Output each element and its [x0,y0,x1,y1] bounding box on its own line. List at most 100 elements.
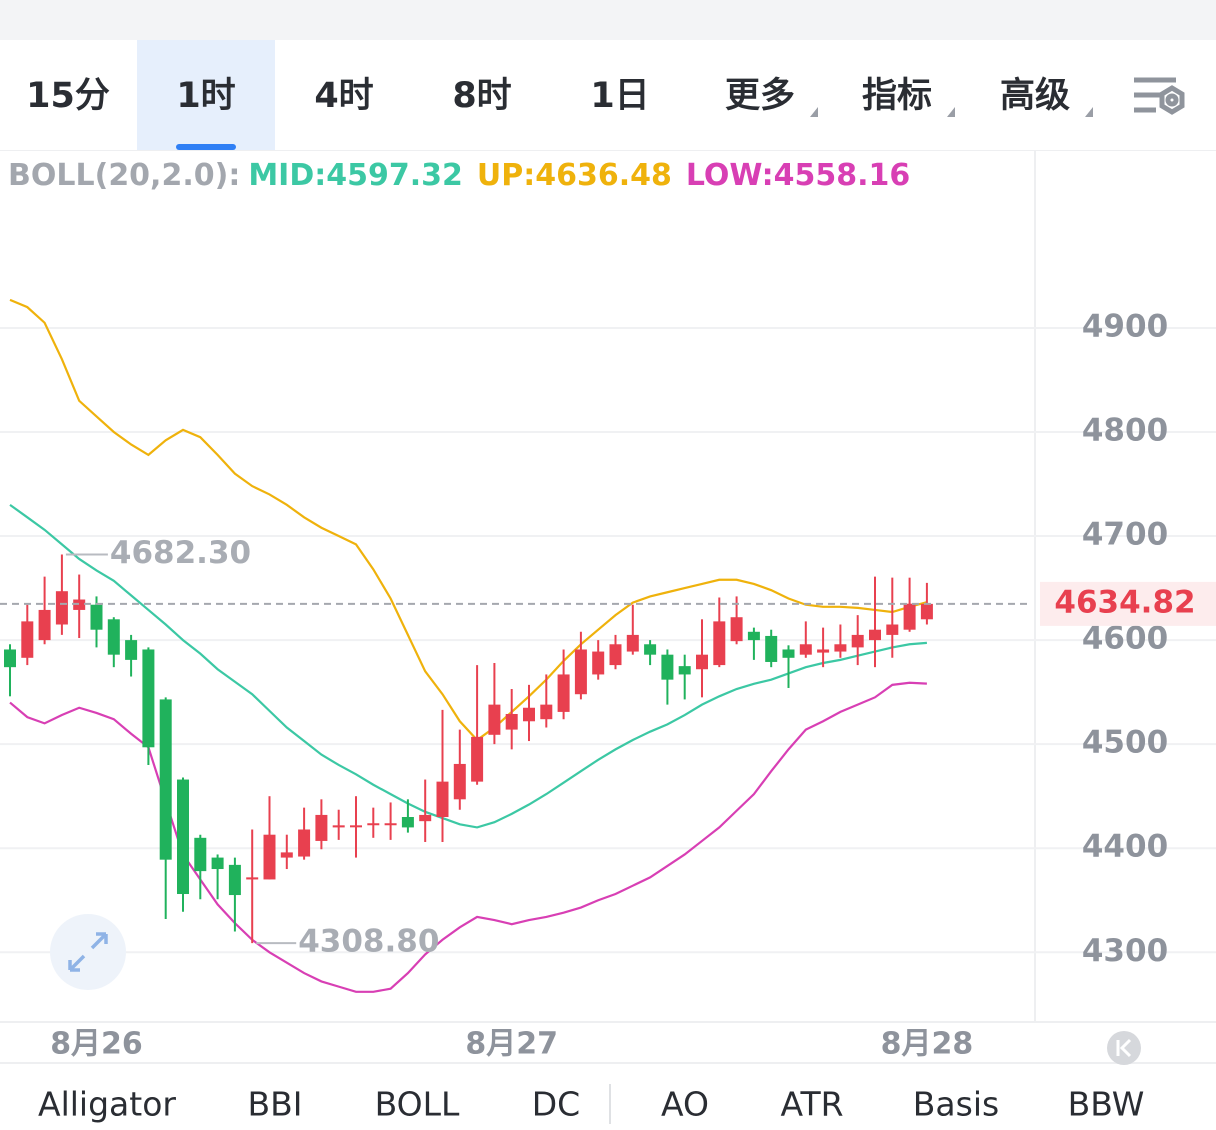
candle-body [280,852,293,858]
candle-body [228,864,241,896]
active-tab-underline [176,144,236,150]
timeframe-tabs: 15分 1时 4时 8时 1日 更多 指标 高级 [26,40,1093,150]
y-tick-label: 4500 [1082,725,1168,761]
candle-body [505,713,518,730]
y-tick-label: 4800 [1082,412,1168,448]
legend-entry: MID:4597.32 [248,158,463,193]
candle-body [471,736,484,782]
legend-title: BOLL(20,2.0): [8,158,240,193]
candle-body [107,619,120,655]
indicator-tab[interactable]: Alligator [38,1085,176,1124]
separator [0,150,1216,151]
scroll-end-button[interactable] [1107,1031,1141,1065]
y-tick-label: 4400 [1082,829,1168,865]
dropdown-caret [1085,107,1093,117]
candle-body [834,644,847,652]
last-price-bg [1040,581,1216,626]
candle-body [211,857,224,870]
candle-body [523,707,535,722]
indicator-legend: BOLL(20,2.0): MID:4597.32 UP:4636.48 LOW:45… [8,158,910,193]
candle-body [350,825,362,828]
candle-body [574,649,587,695]
candle-body [315,814,328,841]
status-strip [0,0,1216,40]
active-tab-bg [137,40,275,150]
candle-body [644,644,657,655]
extreme-label: 4308.80 [298,924,439,960]
candle-body [851,634,864,648]
y-tick-label: 4900 [1082,308,1168,344]
candle-body [332,825,345,828]
candle-body [436,781,449,818]
candle-body [920,603,933,620]
candle-body [782,649,795,658]
chart: BOLL(20,2.0): MID:4597.32 UP:4636.48 LOW:45… [0,158,1216,1062]
candle-body [661,654,674,680]
candle-body [419,814,432,822]
tab[interactable]: 更多 [725,76,795,116]
candle-body [4,649,16,668]
candle-body [246,877,259,880]
extreme-label: 4682.30 [110,535,251,571]
indicator-tab[interactable]: AO [661,1085,709,1124]
candle-body [592,651,605,675]
indicator-tab[interactable]: ATR [780,1085,843,1124]
candle-body [263,834,276,880]
last-price-label: 4634.82 [1054,584,1195,620]
candle-body [765,635,778,662]
tab[interactable]: 4时 [314,76,373,116]
x-tick-label: 8月28 [881,1027,974,1062]
y-tick-label: 4600 [1082,621,1168,657]
candle-body [177,779,189,895]
tab[interactable]: 高级 [1000,76,1070,116]
candle-body [298,829,311,857]
candle-body [557,674,570,712]
candle-body [488,704,501,735]
indicator-tabs: Alligator BBI BOLL DC AO ATR Basis BBW [38,1085,1144,1124]
candle-body [125,640,138,660]
x-tick-label: 8月26 [50,1027,143,1062]
candle-body [747,631,760,641]
indicator-tab[interactable]: BBI [247,1085,302,1124]
candle-body [696,654,708,670]
legend-entry: UP:4636.48 [477,158,672,193]
candle-body [903,603,916,630]
candle-body [453,763,466,800]
settings-icon[interactable] [1134,77,1185,115]
tab[interactable]: 15分 [26,76,110,116]
tab[interactable]: 8时 [452,76,511,116]
candle-body [817,649,830,653]
y-tick-label: 4700 [1082,517,1168,553]
boll-line [9,503,927,829]
candle-body [713,621,726,666]
tab[interactable]: 1日 [590,76,649,116]
indicator-tab[interactable]: BBW [1068,1085,1145,1124]
candle-body [194,837,207,872]
indicator-tab[interactable]: Basis [913,1085,999,1124]
x-tick-label: 8月27 [465,1027,558,1062]
candle-body [401,817,414,828]
candle-body [886,624,899,635]
candle-body [367,823,380,826]
candle-body [38,609,51,641]
candle-body [730,617,743,642]
candle-body [678,666,691,675]
candle-body [799,644,812,655]
candle-body [90,604,103,630]
candle-body [55,591,68,625]
candle-body [540,704,553,720]
indicator-tab[interactable]: DC [532,1085,580,1124]
candle-body [73,599,86,610]
tab[interactable]: 指标 [862,76,932,116]
legend-entry: LOW:4558.16 [686,158,910,193]
tab[interactable]: 1时 [176,76,235,116]
dropdown-caret [947,107,955,117]
indicator-tab[interactable]: BOLL [375,1085,460,1124]
candle-body [869,629,881,641]
expand-button[interactable] [50,914,126,990]
candle-body [609,644,622,666]
candle-body [21,621,34,658]
candle-body [626,634,639,652]
dropdown-caret [810,107,818,117]
